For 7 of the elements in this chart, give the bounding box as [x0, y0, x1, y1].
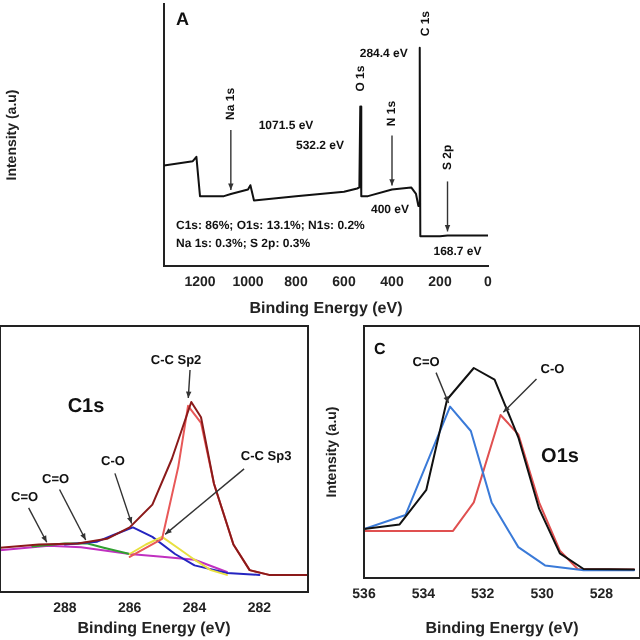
- x-axis-title: Binding Energy (eV): [77, 618, 232, 637]
- text: A: [176, 8, 190, 29]
- text: C: [374, 340, 386, 359]
- x-axis-title: Binding Energy (eV): [249, 298, 404, 317]
- x-axis-title: Binding Energy (eV): [425, 618, 580, 637]
- annotation: O1s: [541, 445, 580, 468]
- annotation: C1s: [67, 395, 106, 418]
